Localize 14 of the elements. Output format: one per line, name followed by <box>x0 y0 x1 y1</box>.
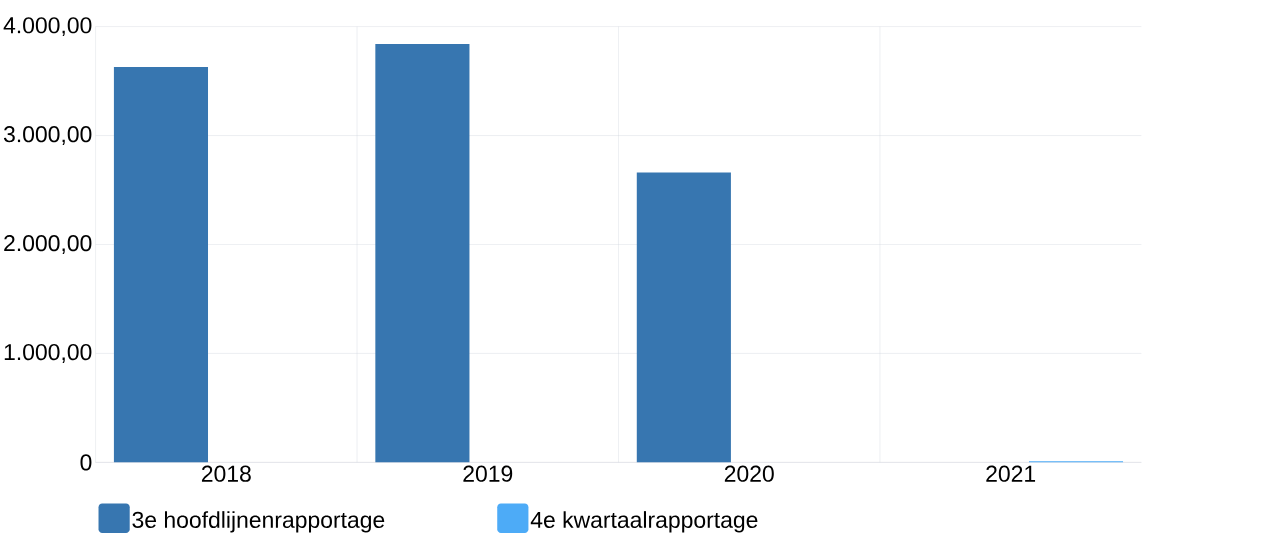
y-tick-label: 3.000,00 <box>3 126 92 146</box>
legend-label: 4e kwartaalrapportage <box>530 511 758 533</box>
bar <box>375 44 470 463</box>
y-tick-label: 1.000,00 <box>4 344 92 363</box>
bar <box>113 66 209 463</box>
x-tick-label: 2019 <box>463 465 513 482</box>
x-tick-label: 2020 <box>724 465 774 482</box>
bar <box>636 172 731 463</box>
x-tick-label: 2018 <box>201 465 251 482</box>
legend-label: 3e hoofdlijnenrapportage <box>132 511 385 533</box>
y-tick-label: 4.000,00 <box>3 17 92 37</box>
y-tick-label: 2.000,00 <box>4 235 92 255</box>
y-tick-label: 0 <box>80 454 92 471</box>
x-tick-label: 2021 <box>986 465 1036 482</box>
